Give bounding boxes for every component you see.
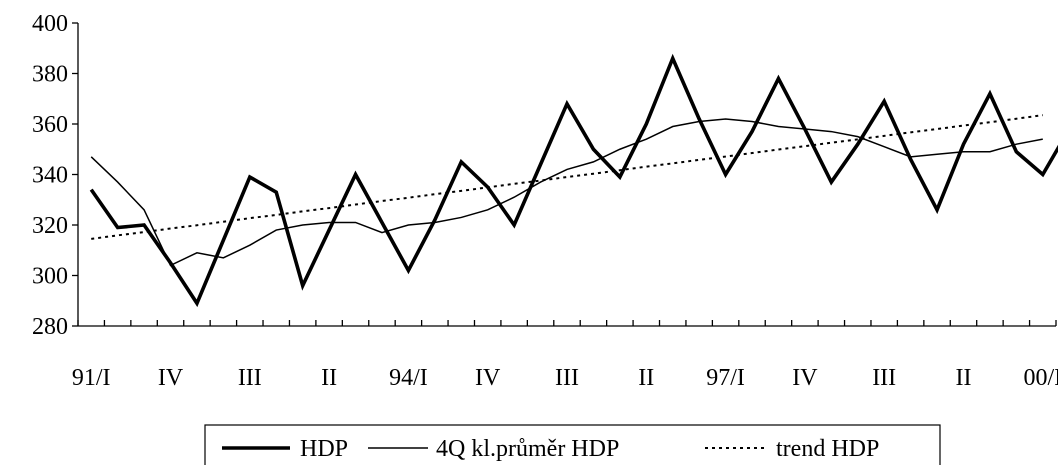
y-tick-label: 380 (32, 62, 68, 88)
x-tick-label: III (872, 365, 896, 391)
x-tick-label: 00/I (1023, 365, 1058, 391)
y-tick-label: 340 (32, 163, 68, 189)
series-layer (89, 53, 1058, 308)
x-tick-label: IV (158, 365, 184, 391)
series-1 (90, 118, 1043, 267)
x-tick-label: II (638, 365, 654, 391)
x-tick-label: IV (792, 365, 818, 391)
series-line-1 (90, 118, 1043, 267)
series-2 (91, 114, 1043, 240)
y-tick-label: 400 (32, 11, 68, 37)
series-0 (89, 53, 1058, 308)
y-tick-label: 320 (32, 213, 68, 239)
y-axis: 280 300 320 340 360 380 400 (32, 11, 79, 340)
x-tick-label: II (955, 365, 971, 391)
legend-box (204, 424, 941, 465)
y-tick-label: 360 (32, 112, 68, 138)
x-tick-label: III (238, 365, 262, 391)
x-tick-label: II (321, 365, 337, 391)
x-tick-label: IV (475, 365, 501, 391)
x-tick-label: 91/I (72, 365, 111, 391)
x-tick-label: 97/I (706, 365, 745, 391)
y-tick-label: 300 (32, 264, 68, 290)
y-tick-label: 280 (32, 314, 68, 340)
x-tick-label: III (555, 365, 579, 391)
legend-label-1: 4Q kl.průměr HDP (436, 436, 619, 462)
series-line-0 (89, 53, 1058, 308)
legend: HDP 4Q kl.průměr HDP trend HDP (204, 424, 941, 465)
legend-label-2: trend HDP (776, 436, 879, 462)
series-line-2 (91, 114, 1043, 240)
x-tick-label: 94/I (389, 365, 428, 391)
legend-label-0: HDP (300, 436, 348, 462)
